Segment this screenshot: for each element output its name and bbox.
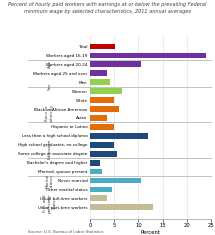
Text: Marital
status: Marital status <box>46 173 54 188</box>
Bar <box>90 151 117 157</box>
Bar <box>90 204 153 210</box>
Bar <box>90 79 110 85</box>
X-axis label: Percent: Percent <box>140 231 161 235</box>
Bar <box>90 97 114 103</box>
Text: Education: Education <box>48 139 52 160</box>
Bar <box>90 187 112 192</box>
Bar <box>90 61 141 67</box>
Bar <box>90 88 122 94</box>
Bar <box>90 43 115 49</box>
Bar <box>90 178 141 183</box>
Bar <box>90 70 107 76</box>
Bar <box>90 169 102 174</box>
Bar <box>90 160 100 165</box>
Text: Age: Age <box>48 60 52 68</box>
Text: Source: U.S. Bureau of Labor Statistics: Source: U.S. Bureau of Labor Statistics <box>28 230 103 234</box>
Text: Race or
ethnicity: Race or ethnicity <box>46 105 54 122</box>
Bar <box>90 115 107 121</box>
Text: Percent of hourly paid workers with earnings at or below the prevailing Federal
: Percent of hourly paid workers with earn… <box>8 2 207 14</box>
Bar <box>90 196 107 201</box>
Bar <box>90 124 114 130</box>
Bar <box>90 106 119 112</box>
Bar <box>90 52 206 58</box>
Bar <box>90 133 148 139</box>
Bar <box>90 142 114 148</box>
Text: Sex: Sex <box>48 83 52 90</box>
Text: Full- and
part-time
status: Full- and part-time status <box>43 193 56 212</box>
